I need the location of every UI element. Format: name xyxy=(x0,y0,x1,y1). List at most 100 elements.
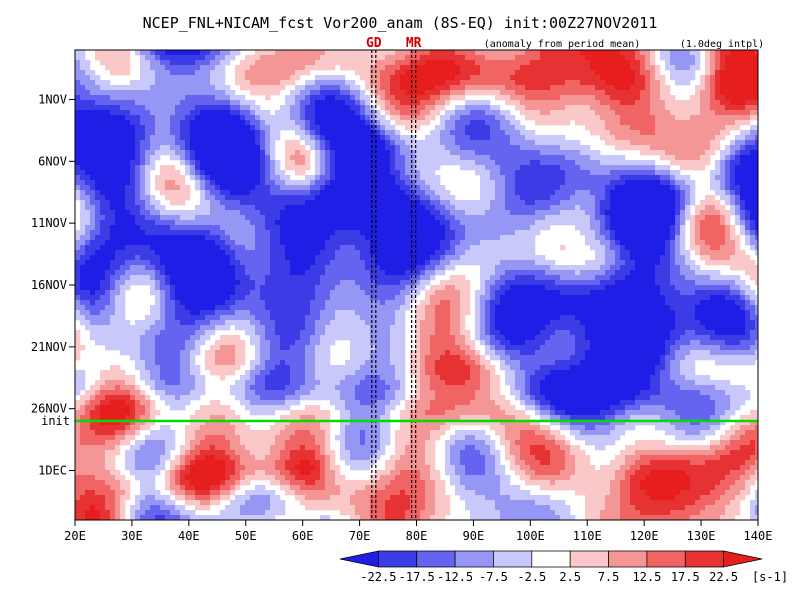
field-cell xyxy=(185,70,191,76)
field-cell xyxy=(150,115,156,121)
field-cell xyxy=(560,165,566,171)
field-cell xyxy=(325,125,331,131)
field-cell xyxy=(685,65,691,71)
field-cell xyxy=(590,75,596,81)
field-cell xyxy=(140,65,146,71)
field-cell xyxy=(485,100,491,106)
field-cell xyxy=(150,130,156,136)
field-cell xyxy=(245,100,251,106)
field-cell xyxy=(105,60,111,66)
field-cell xyxy=(665,120,671,126)
field-cell xyxy=(500,195,506,201)
field-cell xyxy=(410,195,416,201)
field-cell xyxy=(730,230,736,236)
field-cell xyxy=(675,145,681,151)
field-cell xyxy=(750,210,756,216)
field-cell xyxy=(260,145,266,151)
field-cell xyxy=(90,210,96,216)
field-cell xyxy=(345,220,351,226)
field-cell xyxy=(375,135,381,141)
field-cell xyxy=(485,165,491,171)
field-cell xyxy=(260,180,266,186)
field-cell xyxy=(95,80,101,86)
field-cell xyxy=(165,175,171,181)
field-cell xyxy=(475,115,481,121)
field-cell xyxy=(215,100,221,106)
field-cell xyxy=(205,90,211,96)
field-cell xyxy=(485,135,491,141)
field-cell xyxy=(545,60,551,66)
field-cell xyxy=(590,105,596,111)
field-cell xyxy=(485,235,491,241)
field-cell xyxy=(255,50,261,56)
field-cell xyxy=(430,145,436,151)
field-cell xyxy=(705,65,711,71)
field-cell xyxy=(315,155,321,161)
field-cell xyxy=(415,50,421,56)
field-cell xyxy=(670,130,676,136)
field-cell xyxy=(725,110,731,116)
field-cell xyxy=(695,120,701,126)
field-cell xyxy=(575,165,581,171)
field-cell xyxy=(175,220,181,226)
field-cell xyxy=(215,105,221,111)
field-cell xyxy=(340,235,346,241)
field-cell xyxy=(85,75,91,81)
field-cell xyxy=(610,160,616,166)
field-cell xyxy=(720,90,726,96)
field-cell xyxy=(270,75,276,81)
field-cell xyxy=(725,185,731,191)
field-cell xyxy=(225,175,231,181)
field-cell xyxy=(80,240,86,246)
field-cell xyxy=(240,145,246,151)
field-cell xyxy=(420,195,426,201)
field-cell xyxy=(475,105,481,111)
field-cell xyxy=(675,140,681,146)
field-cell xyxy=(330,80,336,86)
field-cell xyxy=(550,50,556,56)
field-cell xyxy=(755,185,759,191)
field-cell xyxy=(235,200,241,206)
field-cell xyxy=(395,70,401,76)
field-cell xyxy=(615,115,621,121)
field-cell xyxy=(90,215,96,221)
field-cell xyxy=(490,70,496,76)
field-cell xyxy=(395,130,401,136)
field-cell xyxy=(665,230,671,236)
field-cell xyxy=(340,90,346,96)
field-cell xyxy=(325,90,331,96)
field-cell xyxy=(640,165,646,171)
field-cell xyxy=(180,145,186,151)
field-cell xyxy=(95,125,101,131)
field-cell xyxy=(745,120,751,126)
field-cell xyxy=(280,105,286,111)
field-cell xyxy=(155,200,161,206)
field-cell xyxy=(475,140,481,146)
field-cell xyxy=(330,155,336,161)
field-cell xyxy=(250,140,256,146)
field-cell xyxy=(575,140,581,146)
field-cell xyxy=(330,110,336,116)
field-cell xyxy=(515,235,521,241)
field-cell xyxy=(495,235,501,241)
field-cell xyxy=(340,80,346,86)
field-cell xyxy=(745,145,751,151)
field-cell xyxy=(725,155,731,161)
field-cell xyxy=(465,140,471,146)
field-cell xyxy=(725,50,731,56)
field-cell xyxy=(230,130,236,136)
field-cell xyxy=(255,150,261,156)
field-cell xyxy=(95,85,101,91)
field-cell xyxy=(260,170,266,176)
field-cell xyxy=(335,210,341,216)
field-cell xyxy=(235,95,241,101)
field-cell xyxy=(510,175,516,181)
field-cell xyxy=(690,100,696,106)
field-cell xyxy=(605,160,611,166)
field-cell xyxy=(80,230,86,236)
field-cell xyxy=(600,125,606,131)
field-cell xyxy=(685,205,691,211)
field-cell xyxy=(625,90,631,96)
field-cell xyxy=(110,50,116,56)
field-cell xyxy=(85,245,91,251)
